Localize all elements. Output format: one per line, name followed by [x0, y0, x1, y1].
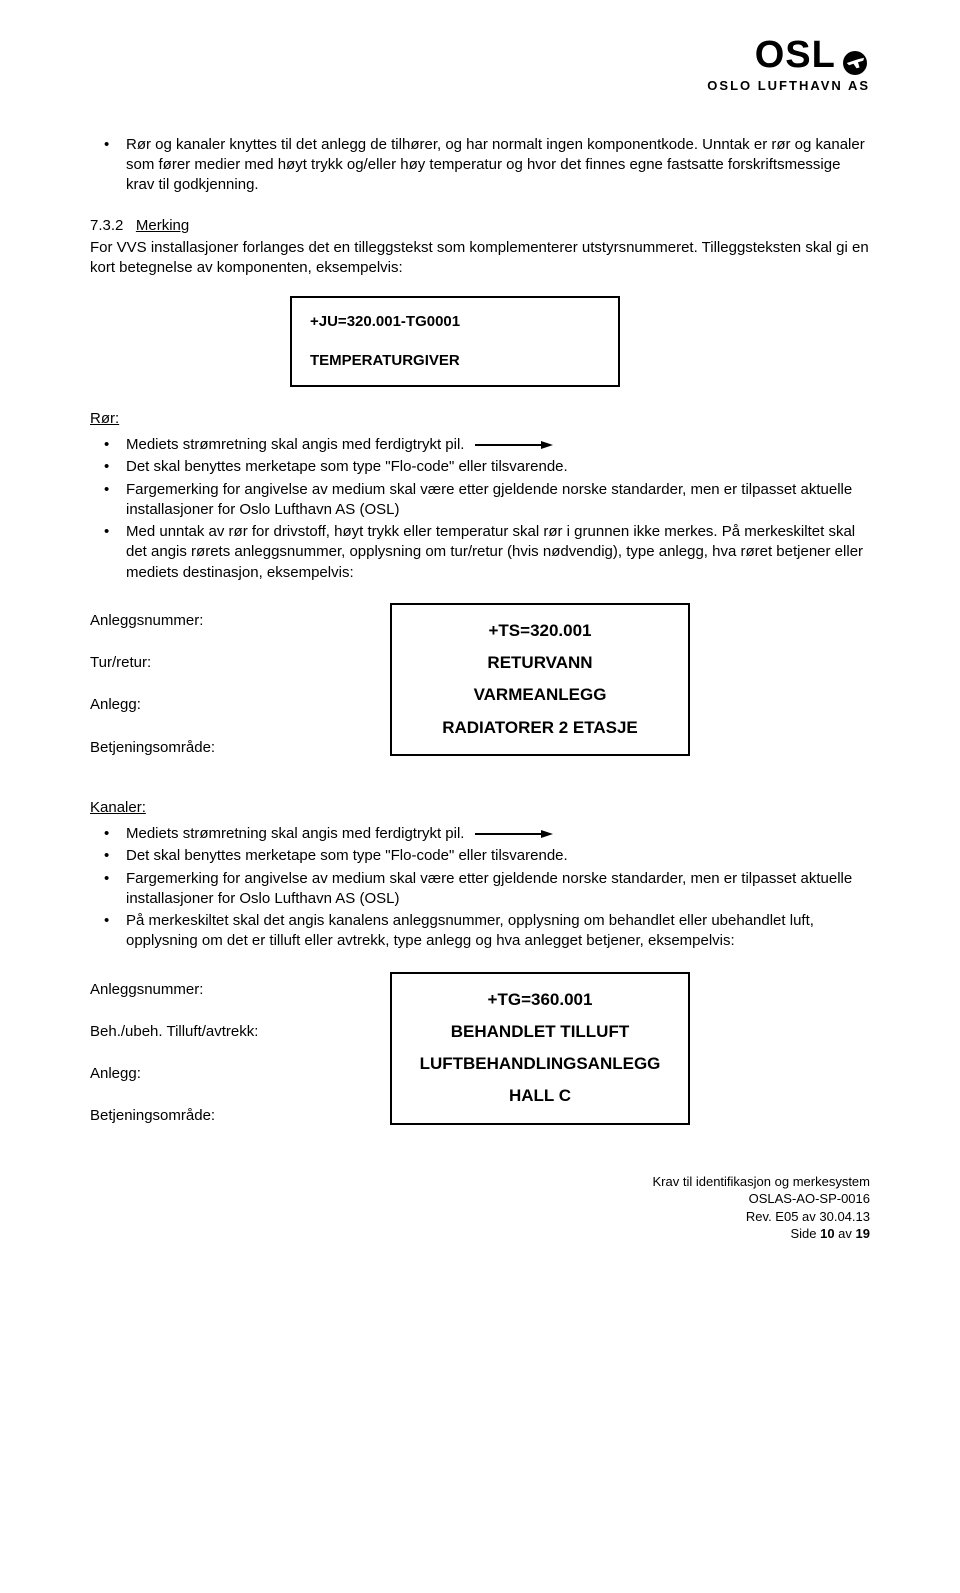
footer-line3: Rev. E05 av 30.04.13 [90, 1208, 870, 1226]
airplane-icon [840, 46, 870, 80]
kanaler-bullet-1-text: Mediets strømretning skal angis med ferd… [126, 825, 464, 842]
box2-l4: RADIATORER 2 ETASJE [404, 712, 676, 744]
logo-subtitle: OSLO LUFTHAVN AS [90, 77, 870, 95]
kanaler-bullet-2: Det skal benyttes merketape som type "Fl… [90, 846, 870, 866]
field-anleggsnummer-1: Anleggsnummer: [90, 611, 350, 631]
intro-bullet: Rør og kanaler knyttes til det anlegg de… [90, 135, 870, 196]
section-number: 7.3.2 [90, 217, 123, 234]
box3-l2: BEHANDLET TILLUFT [404, 1016, 676, 1048]
logo-text-left: OSL [755, 34, 836, 76]
box3-l1: +TG=360.001 [404, 984, 676, 1016]
footer-line4: Side 10 av 19 [90, 1225, 870, 1243]
ror-bullet-3: Fargemerking for angivelse av medium ska… [90, 480, 870, 521]
section-heading-732: 7.3.2 Merking [90, 216, 870, 236]
footer-page-total: 19 [856, 1226, 870, 1241]
box1-line1: +JU=320.001-TG0001 [310, 312, 600, 332]
footer-side-label: Side [790, 1226, 820, 1241]
kanaler-bullet-1: Mediets strømretning skal angis med ferd… [90, 824, 870, 844]
field-anleggsnummer-2: Anleggsnummer: [90, 980, 350, 1000]
ror-bullet-list: Mediets strømretning skal angis med ferd… [90, 435, 870, 583]
box3-l3: LUFTBEHANDLINGSANLEGG [404, 1048, 676, 1080]
field-omrade-1: Betjeningsområde: [90, 738, 350, 758]
footer-line2: OSLAS-AO-SP-0016 [90, 1190, 870, 1208]
logo-main: OSL [90, 30, 870, 81]
fields1-column: Anleggsnummer: Tur/retur: Anlegg: Betjen… [90, 603, 350, 780]
intro-bullet-list: Rør og kanaler knyttes til det anlegg de… [90, 135, 870, 196]
arrow-icon [475, 440, 553, 450]
fields2-column: Anleggsnummer: Beh./ubeh. Tilluft/avtrek… [90, 972, 350, 1149]
kanaler-bullet-3: Fargemerking for angivelse av medium ska… [90, 869, 870, 910]
box1-line2: TEMPERATURGIVER [310, 351, 600, 371]
ror-heading: Rør: [90, 409, 870, 429]
field-beh: Beh./ubeh. Tilluft/avtrekk: [90, 1022, 350, 1042]
footer-line1: Krav til identifikasjon og merkesystem [90, 1173, 870, 1191]
box2-l3: VARMEANLEGG [404, 679, 676, 711]
page-footer: Krav til identifikasjon og merkesystem O… [90, 1173, 870, 1243]
field-omrade-2: Betjeningsområde: [90, 1106, 350, 1126]
footer-page-current: 10 [820, 1226, 834, 1241]
box2-l1: +TS=320.001 [404, 615, 676, 647]
arrow-icon [475, 829, 553, 839]
box2-l2: RETURVANN [404, 647, 676, 679]
section-title: Merking [136, 217, 189, 234]
header-logo: OSL OSLO LUFTHAVN AS [90, 30, 870, 95]
kanaler-heading: Kanaler: [90, 798, 870, 818]
field-anlegg-2: Anlegg: [90, 1064, 350, 1084]
fields-box-row-1: Anleggsnummer: Tur/retur: Anlegg: Betjen… [90, 603, 870, 780]
ror-bullet-1: Mediets strømretning skal angis med ferd… [90, 435, 870, 455]
example-label-box-2: +TS=320.001 RETURVANN VARMEANLEGG RADIAT… [390, 603, 690, 756]
ror-bullet-4: Med unntak av rør for drivstoff, høyt tr… [90, 522, 870, 583]
field-anlegg-1: Anlegg: [90, 695, 350, 715]
fields-box-row-2: Anleggsnummer: Beh./ubeh. Tilluft/avtrek… [90, 972, 870, 1149]
kanaler-bullet-list: Mediets strømretning skal angis med ferd… [90, 824, 870, 952]
example-label-box-1: +JU=320.001-TG0001 TEMPERATURGIVER [290, 296, 620, 387]
box3-l4: HALL C [404, 1080, 676, 1112]
ror-bullet-1-text: Mediets strømretning skal angis med ferd… [126, 436, 464, 453]
field-turretur: Tur/retur: [90, 653, 350, 673]
example-label-box-3: +TG=360.001 BEHANDLET TILLUFT LUFTBEHAND… [390, 972, 690, 1125]
ror-bullet-2: Det skal benyttes merketape som type "Fl… [90, 457, 870, 477]
kanaler-bullet-4: På merkeskiltet skal det angis kanalens … [90, 911, 870, 952]
footer-av-label: av [835, 1226, 856, 1241]
section-732-para: For VVS installasjoner forlanges det en … [90, 238, 870, 279]
